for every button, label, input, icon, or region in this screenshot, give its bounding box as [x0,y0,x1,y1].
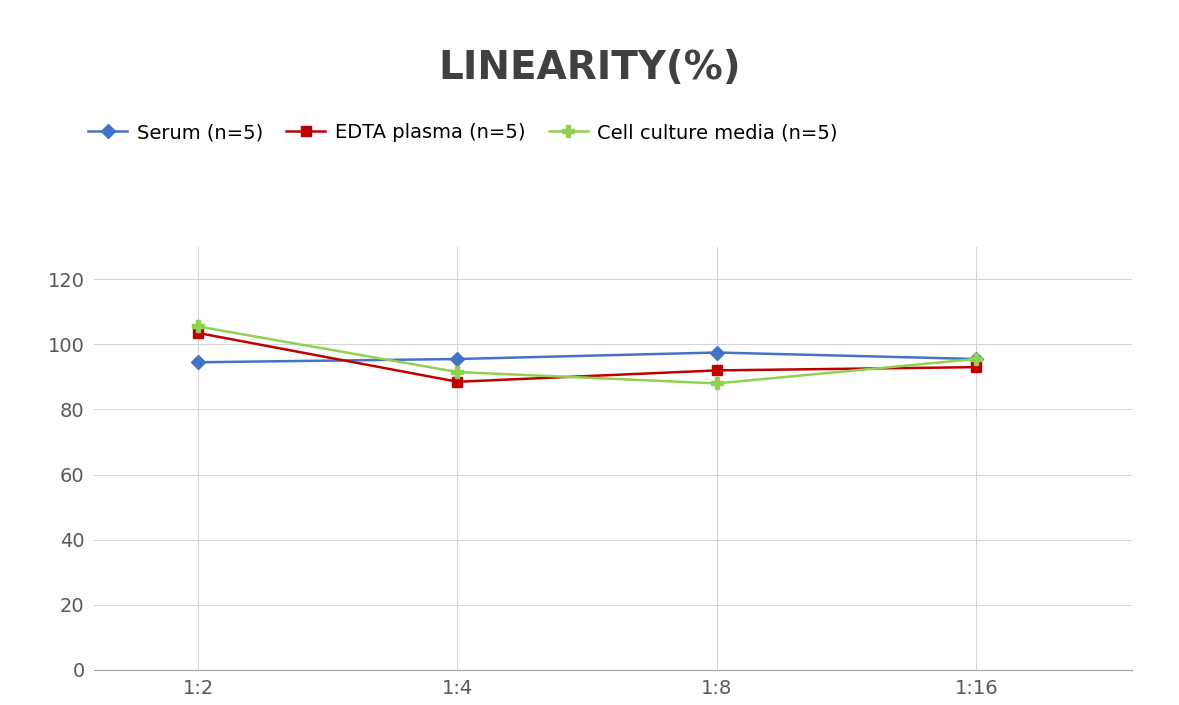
Text: LINEARITY(%): LINEARITY(%) [439,49,740,87]
Legend: Serum (n=5), EDTA plasma (n=5), Cell culture media (n=5): Serum (n=5), EDTA plasma (n=5), Cell cul… [80,116,845,150]
